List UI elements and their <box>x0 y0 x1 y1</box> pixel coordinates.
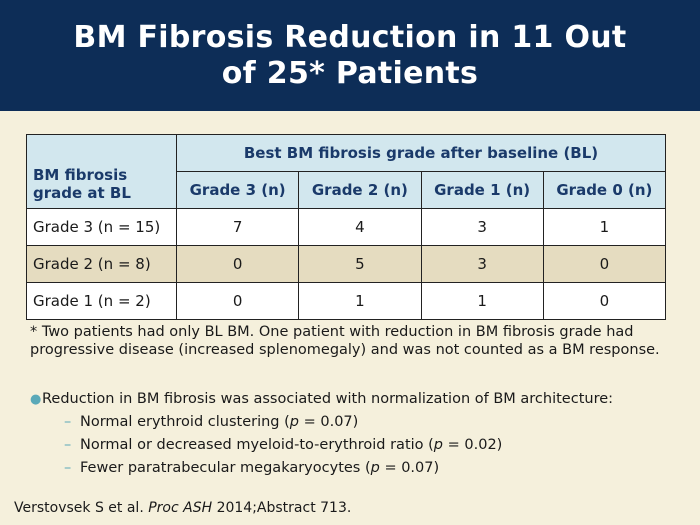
sub-item-text: Normal erythroid clustering (p = 0.07) <box>80 414 359 430</box>
list-item: ● Reduction in BM fibrosis was associate… <box>30 388 680 411</box>
list-item: – Normal erythroid clustering (p = 0.07) <box>30 411 680 434</box>
footnote: * Two patients had only BL BM. One patie… <box>30 324 660 358</box>
row-label: Grade 1 (n = 2) <box>26 282 177 320</box>
list-item: – Fewer paratrabecular megakaryocytes (p… <box>30 457 680 480</box>
slide-title-line-1: BM Fibrosis Reduction in 11 Out <box>73 19 627 55</box>
column-header-grade-0: Grade 0 (n) <box>542 171 667 209</box>
title-banner: BM Fibrosis Reduction in 11 Out of 25* P… <box>0 0 700 111</box>
dash-icon: – <box>64 414 72 430</box>
table-row: Grade 1 (n = 2) 0 1 1 0 <box>26 282 667 320</box>
sub-item-text: Normal or decreased myeloid-to-erythroid… <box>80 437 503 453</box>
table-cell: 4 <box>298 208 422 246</box>
bullet-dot-icon: ● <box>30 392 42 407</box>
table-cell: 1 <box>420 282 544 320</box>
table-cell: 0 <box>542 282 667 320</box>
table-cell: 3 <box>420 245 544 283</box>
column-header-grade-1: Grade 1 (n) <box>420 171 544 209</box>
table-cell: 0 <box>175 245 300 283</box>
sub-item-text: Fewer paratrabecular megakaryocytes (p =… <box>80 460 440 476</box>
table-cell: 0 <box>175 282 300 320</box>
slide-title-line-2: of 25* Patients <box>221 55 479 91</box>
dash-icon: – <box>64 437 72 453</box>
group-header-cell: Best BM fibrosis grade after baseline (B… <box>176 134 666 172</box>
row-header-cell: BM fibrosis grade at BL <box>26 134 177 209</box>
table-cell: 0 <box>542 245 667 283</box>
table-row: Grade 3 (n = 15) 7 4 3 1 <box>26 208 667 246</box>
list-item: – Normal or decreased myeloid-to-erythro… <box>30 434 680 457</box>
row-label: Grade 3 (n = 15) <box>26 208 177 246</box>
table-cell: 1 <box>298 282 422 320</box>
column-header-grade-2: Grade 2 (n) <box>298 171 422 209</box>
table-cell: 3 <box>420 208 544 246</box>
table-cell: 7 <box>175 208 300 246</box>
bullet-list: ● Reduction in BM fibrosis was associate… <box>30 388 680 480</box>
row-label: Grade 2 (n = 8) <box>26 245 177 283</box>
column-header-grade-3: Grade 3 (n) <box>175 171 300 209</box>
table-row: Grade 2 (n = 8) 0 5 3 0 <box>26 245 667 283</box>
fibrosis-grade-table: BM fibrosis grade at BL Best BM fibrosis… <box>26 134 667 320</box>
table-cell: 1 <box>542 208 667 246</box>
dash-icon: – <box>64 460 72 476</box>
citation: Verstovsek S et al. Proc ASH 2014;Abstra… <box>14 500 352 516</box>
bullet-text: Reduction in BM fibrosis was associated … <box>42 391 614 407</box>
table-cell: 5 <box>298 245 422 283</box>
